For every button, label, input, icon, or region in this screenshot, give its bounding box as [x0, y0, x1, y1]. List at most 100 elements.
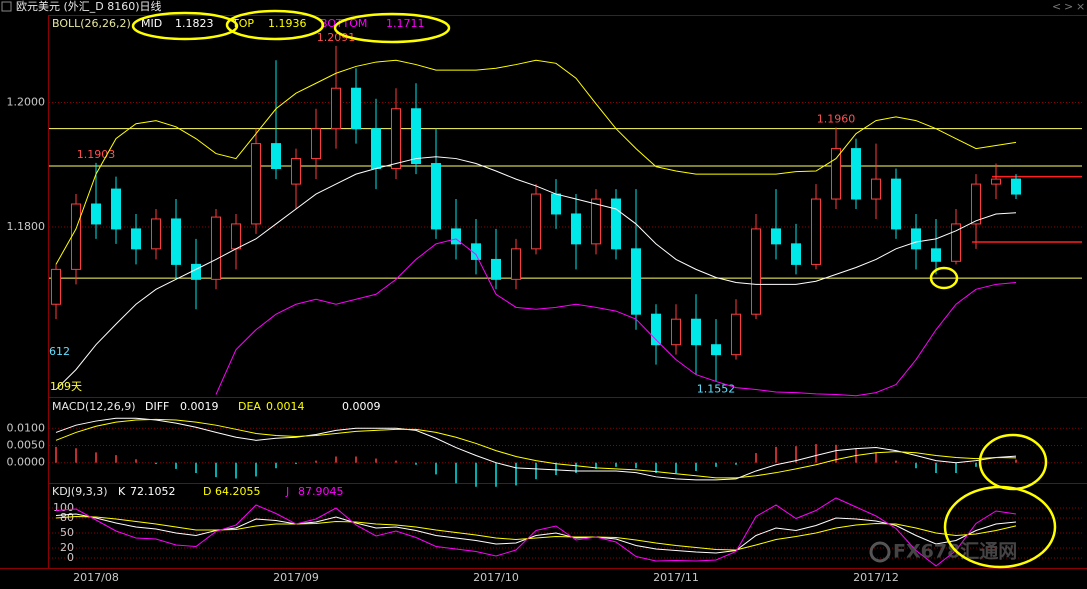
legend-name: DEA — [238, 400, 261, 413]
candle-body — [491, 258, 501, 280]
indicator-line — [55, 417, 1017, 481]
x-tick-label: 2017/09 — [273, 571, 319, 584]
highlight-ellipse — [225, 9, 325, 41]
legend-value: 72.1052 — [130, 485, 176, 498]
candle-body — [571, 213, 581, 245]
candle-body — [851, 148, 861, 200]
high-label: 1.2091 — [317, 31, 356, 44]
plot-layer: 1.20001.18001.19031.20911.15521.19606121… — [7, 31, 1082, 584]
legend-name: MID — [141, 17, 162, 30]
candle-body — [291, 158, 301, 185]
candle-body — [931, 248, 941, 262]
indicator-line — [215, 238, 1017, 397]
indicator-line — [55, 156, 1017, 390]
candle-body — [871, 178, 881, 200]
watermark-logo — [869, 541, 891, 563]
candle-body — [611, 198, 621, 250]
candle-body — [271, 143, 281, 170]
candle-body — [751, 228, 761, 315]
candle-body — [131, 228, 141, 250]
candle-body — [451, 228, 461, 245]
close-button[interactable]: × — [1076, 0, 1085, 13]
candle-body — [351, 87, 361, 130]
candle-body — [631, 248, 641, 315]
candle-body — [791, 243, 801, 265]
y-tick-label: 1.1800 — [7, 220, 46, 233]
legend-value: 0.0014 — [266, 400, 305, 413]
highlight-ellipse — [943, 485, 1057, 569]
candle-body — [551, 193, 561, 215]
candle-body — [531, 193, 541, 250]
indicator-line — [55, 515, 1017, 551]
candle-body — [251, 143, 261, 225]
low-label: 1.1552 — [697, 382, 736, 395]
candle-body — [891, 178, 901, 230]
x-tick-label: 2017/12 — [853, 571, 899, 584]
window-icon — [1, 1, 12, 12]
candle-body — [591, 198, 601, 245]
candle-body — [431, 163, 441, 230]
candle-body — [511, 248, 521, 280]
y-tick-label: 50 — [60, 526, 74, 539]
candle-body — [691, 318, 701, 346]
nav-left[interactable]: < — [1052, 0, 1061, 13]
candle-body — [51, 268, 61, 305]
indicator-line — [55, 497, 1017, 567]
indicator-line — [55, 418, 1017, 479]
x-tick-label: 2017/08 — [73, 571, 119, 584]
candle-body — [471, 243, 481, 260]
nav-right[interactable]: > — [1064, 0, 1073, 13]
highlight-ellipse — [131, 11, 239, 41]
indicator-title: BOLL(26,26,2) — [52, 17, 131, 30]
high-label: 1.1960 — [817, 112, 856, 125]
highlight-ellipse — [333, 12, 451, 44]
y-tick-label: 20 — [60, 541, 74, 554]
candle-body — [411, 108, 421, 165]
indicator-title: MACD(12,26,9) — [52, 400, 136, 413]
legend-value: 0.0019 — [180, 400, 219, 413]
candle-body — [211, 216, 221, 280]
candle-body — [911, 228, 921, 250]
y-tick-label: 0.0050 — [7, 438, 46, 451]
highlight-ellipse — [929, 266, 959, 290]
candle-body — [231, 223, 241, 250]
legend-value: 1.1823 — [175, 17, 214, 30]
legend-value: 1.1936 — [268, 17, 307, 30]
candle-body — [171, 218, 181, 265]
candle-body — [71, 203, 81, 270]
candle-body — [711, 344, 721, 356]
candle-body — [91, 203, 101, 225]
legend-name: DIFF — [145, 400, 169, 413]
y-tick-label: 1.2000 — [7, 96, 46, 109]
candle-body — [731, 313, 741, 356]
candle-body — [991, 178, 1001, 185]
annotation: 612 — [49, 345, 70, 358]
candle-body — [671, 318, 681, 346]
candle-body — [1011, 178, 1021, 195]
legend-name: D — [203, 485, 211, 498]
legend-name: K — [118, 485, 126, 498]
legend-value: 64.2055 — [215, 485, 261, 498]
legend-value: 0.0009 — [342, 400, 381, 413]
candle-body — [311, 128, 321, 160]
indicator-line — [55, 59, 1017, 265]
candle-body — [371, 128, 381, 170]
legend-value: 1.1711 — [386, 17, 425, 30]
candle-body — [151, 218, 161, 250]
candle-body — [951, 223, 961, 262]
candle-body — [971, 183, 981, 225]
legend-value: 87.9045 — [298, 485, 344, 498]
candle-body — [771, 228, 781, 245]
annotation: 109天 — [50, 380, 82, 393]
x-tick-label: 2017/10 — [473, 571, 519, 584]
candle-body — [191, 263, 201, 280]
candle-body — [811, 198, 821, 265]
y-tick-label: 0.0100 — [7, 421, 46, 434]
highlight-marks — [131, 9, 1057, 569]
x-tick-label: 2017/11 — [653, 571, 699, 584]
candle-body — [651, 313, 661, 346]
legend-name: BOTTOM — [320, 17, 367, 30]
candle-body — [391, 108, 401, 170]
